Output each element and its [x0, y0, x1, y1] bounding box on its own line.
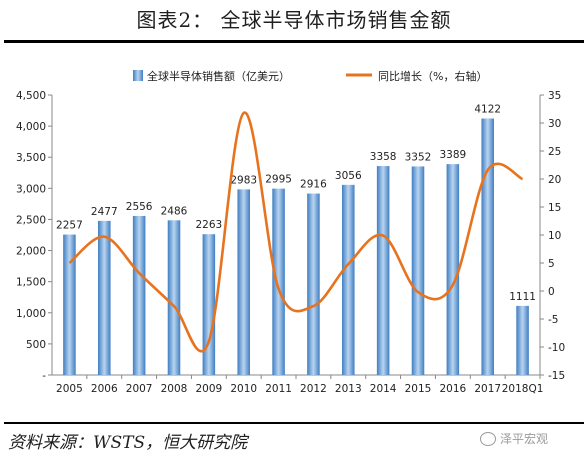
- bar-value-label: 2983: [230, 174, 257, 186]
- bar-value-label: 3352: [405, 151, 432, 163]
- bar: [516, 305, 529, 375]
- bar-value-label: 3056: [335, 170, 362, 182]
- right-tick-label: 0: [548, 286, 555, 298]
- left-tick-label: -: [42, 370, 46, 382]
- title-divider: [4, 40, 584, 43]
- chart-title: 图表2： 全球半导体市场销售金额: [136, 8, 452, 32]
- left-tick-label: 2,000: [16, 246, 46, 258]
- bar-value-label: 3358: [370, 151, 397, 163]
- source-note: 资料来源：WSTS，恒大研究院: [8, 433, 248, 453]
- right-tick-label: 30: [548, 118, 561, 130]
- bar: [237, 189, 250, 375]
- x-tick-label: 2007: [126, 383, 153, 395]
- watermark-text: 泽平宏观: [500, 432, 549, 446]
- x-tick-label: 2016: [439, 383, 466, 395]
- bar-value-label: 4122: [474, 104, 501, 116]
- legend-line-label: 同比增长（%，右轴）: [378, 69, 487, 83]
- bar-value-label: 2556: [126, 201, 153, 213]
- bar: [132, 215, 146, 375]
- left-tick-label: 2,500: [16, 214, 46, 226]
- bar-value-label: 1111: [509, 291, 536, 303]
- x-tick-label: 2011: [265, 383, 292, 395]
- bar-value-label: 2257: [56, 220, 83, 232]
- growth-line: [68, 111, 524, 353]
- bar: [202, 234, 216, 375]
- right-tick-label: -10: [548, 342, 565, 354]
- right-tick-label: -15: [548, 370, 565, 382]
- bar: [272, 188, 285, 375]
- x-tick-label: 2014: [370, 383, 397, 395]
- x-tick-label: 2008: [161, 383, 188, 395]
- x-tick-label: 2009: [195, 383, 222, 395]
- x-tick-label: 2006: [91, 383, 118, 395]
- bar: [167, 220, 181, 375]
- right-tick-label: -5: [548, 314, 558, 326]
- bar-value-label: 2486: [161, 205, 188, 217]
- bar-value-label: 2477: [91, 206, 118, 218]
- watermark: 泽平宏观: [480, 430, 548, 447]
- right-tick-label: 15: [548, 202, 561, 214]
- bar: [411, 166, 425, 375]
- right-tick-label: 10: [548, 230, 561, 242]
- x-tick-label: 2015: [405, 383, 432, 395]
- x-tick-label: 2010: [230, 383, 257, 395]
- bar: [307, 193, 320, 375]
- left-tick-label: 4,500: [16, 90, 46, 102]
- x-tick-label: 2013: [335, 383, 362, 395]
- left-tick-label: 1,000: [16, 308, 46, 320]
- bar-value-label: 2916: [300, 179, 327, 191]
- right-tick-label: 25: [548, 146, 561, 158]
- legend-bar-label: 全球半导体销售额（亿美元）: [147, 69, 290, 83]
- x-tick-label: 2012: [300, 383, 327, 395]
- bar: [63, 234, 76, 375]
- right-tick-label: 35: [548, 90, 561, 102]
- x-tick-label: 2017: [474, 383, 501, 395]
- bar: [446, 164, 460, 375]
- bar-value-label: 2263: [195, 219, 222, 231]
- left-tick-label: 3,000: [16, 183, 46, 195]
- right-tick-label: 5: [548, 258, 555, 270]
- bar: [376, 166, 390, 375]
- right-tick-label: 20: [548, 174, 561, 186]
- x-tick-label: 2018Q1: [502, 383, 544, 395]
- x-tick-label: 2005: [56, 383, 83, 395]
- bar-value-label: 3389: [439, 149, 466, 161]
- left-tick-label: 4,000: [16, 121, 46, 133]
- bar: [481, 118, 494, 376]
- wechat-icon: [480, 431, 496, 446]
- source-divider: [4, 422, 584, 424]
- left-tick-label: 500: [26, 339, 46, 351]
- bar-value-label: 2995: [265, 174, 292, 186]
- left-tick-label: 3,500: [16, 152, 46, 164]
- left-tick-label: 1,500: [16, 277, 46, 289]
- bar: [342, 184, 355, 375]
- sales-chart: - 500 1,000 1,500 2,000 2,500 3,000 3,500 4,000 4…: [16, 69, 565, 395]
- bar: [98, 220, 111, 375]
- legend-bar-swatch: [133, 70, 143, 81]
